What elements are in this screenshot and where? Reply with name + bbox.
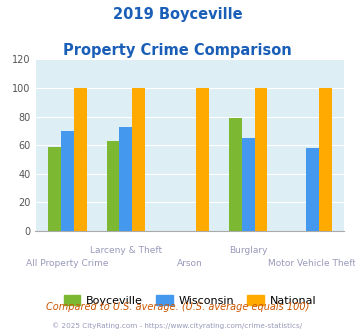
Bar: [242, 138, 255, 231]
Bar: [132, 88, 145, 231]
Bar: [48, 147, 61, 231]
Text: Compared to U.S. average. (U.S. average equals 100): Compared to U.S. average. (U.S. average …: [46, 302, 309, 312]
Text: Larceny & Theft: Larceny & Theft: [90, 246, 162, 255]
Legend: Boyceville, Wisconsin, National: Boyceville, Wisconsin, National: [60, 291, 320, 309]
Bar: [74, 88, 87, 231]
Text: Property Crime Comparison: Property Crime Comparison: [63, 43, 292, 58]
Text: © 2025 CityRating.com - https://www.cityrating.com/crime-statistics/: © 2025 CityRating.com - https://www.city…: [53, 323, 302, 329]
Bar: [229, 118, 242, 231]
Text: Burglary: Burglary: [229, 246, 267, 255]
Bar: [255, 88, 267, 231]
Text: Arson: Arson: [177, 259, 203, 268]
Text: 2019 Boyceville: 2019 Boyceville: [113, 7, 242, 21]
Text: All Property Crime: All Property Crime: [26, 259, 109, 268]
Bar: [106, 141, 119, 231]
Text: Motor Vehicle Theft: Motor Vehicle Theft: [268, 259, 355, 268]
Bar: [319, 88, 332, 231]
Bar: [119, 127, 132, 231]
Bar: [61, 131, 74, 231]
Bar: [306, 148, 319, 231]
Bar: [196, 88, 209, 231]
